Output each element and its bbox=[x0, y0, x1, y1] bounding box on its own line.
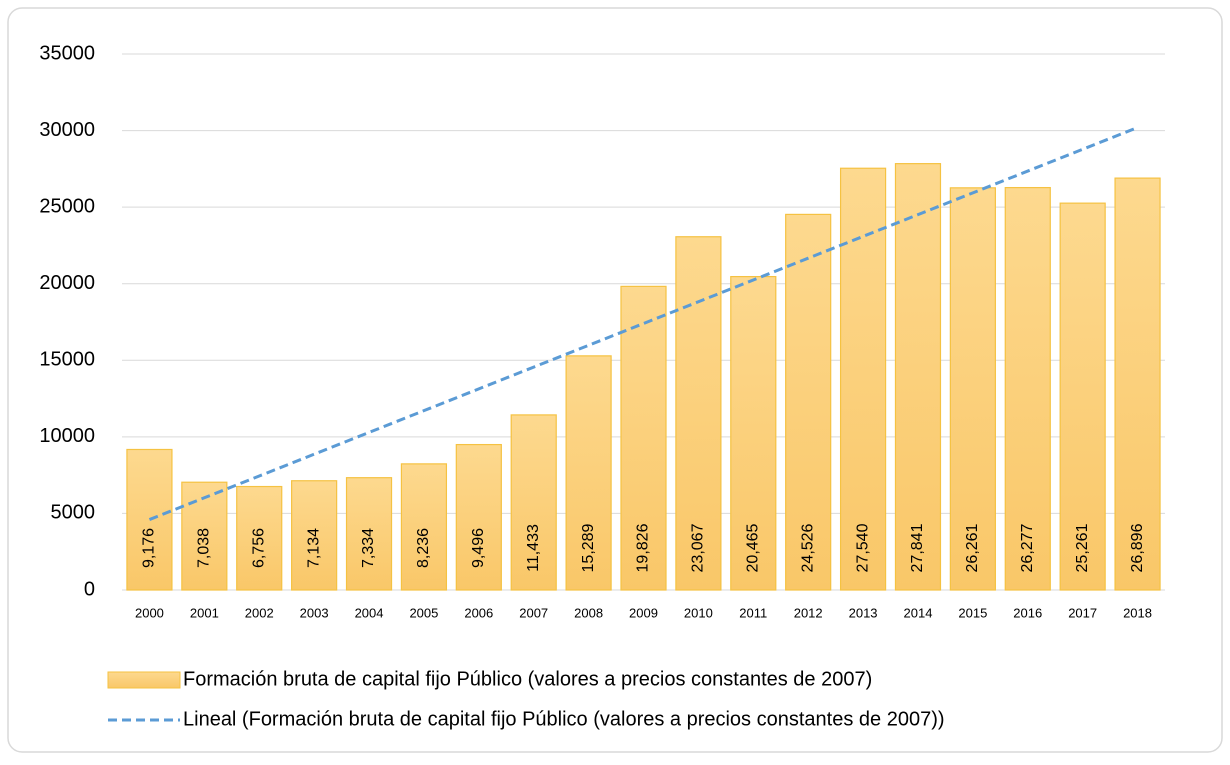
x-tick-label: 2003 bbox=[300, 605, 329, 620]
data-label: 27,540 bbox=[854, 523, 871, 572]
bar bbox=[839, 167, 887, 591]
bar bbox=[126, 448, 173, 591]
data-label: 23,067 bbox=[690, 523, 707, 572]
x-tick-label: 2008 bbox=[574, 605, 603, 620]
data-label: 20,465 bbox=[745, 523, 762, 572]
x-tick-label: 2014 bbox=[904, 605, 933, 620]
data-label: 6,756 bbox=[250, 528, 267, 568]
bar bbox=[565, 355, 612, 591]
x-tick-label: 2005 bbox=[409, 605, 438, 620]
data-label: 15,289 bbox=[580, 523, 597, 572]
bar bbox=[345, 477, 393, 591]
data-label: 26,277 bbox=[1019, 523, 1036, 572]
y-tick-label: 35000 bbox=[39, 42, 95, 64]
bar bbox=[785, 213, 832, 591]
x-tick-label: 2007 bbox=[519, 605, 548, 620]
legend-label: Lineal (Formación bruta de capital fijo … bbox=[183, 708, 945, 730]
y-tick-label: 5000 bbox=[51, 502, 96, 524]
data-label: 26,896 bbox=[1129, 523, 1146, 572]
x-tick-label: 2013 bbox=[849, 605, 878, 620]
bar bbox=[1059, 202, 1106, 591]
y-tick-label: 20000 bbox=[39, 272, 95, 294]
trend-line bbox=[148, 126, 1139, 521]
bar bbox=[455, 443, 502, 591]
legend-swatch bbox=[107, 671, 181, 689]
data-label: 25,261 bbox=[1074, 523, 1091, 572]
x-tick-label: 2010 bbox=[684, 605, 713, 620]
bar bbox=[949, 187, 996, 591]
y-tick-label: 15000 bbox=[39, 349, 95, 371]
bar bbox=[894, 163, 942, 591]
x-tick-label: 2012 bbox=[794, 605, 823, 620]
x-tick-label: 2000 bbox=[135, 605, 164, 620]
bar bbox=[510, 414, 557, 591]
bar bbox=[291, 480, 338, 591]
data-label: 19,826 bbox=[635, 523, 652, 572]
bar bbox=[1114, 177, 1161, 591]
data-label: 7,134 bbox=[305, 528, 322, 568]
data-label: 24,526 bbox=[799, 523, 816, 572]
data-label: 7,038 bbox=[196, 528, 213, 568]
x-tick-label: 2016 bbox=[1013, 605, 1042, 620]
x-tick-label: 2011 bbox=[739, 605, 767, 620]
data-label: 9,496 bbox=[470, 528, 487, 568]
data-label: 7,334 bbox=[360, 528, 377, 568]
bar bbox=[620, 285, 667, 591]
x-tick-label: 2017 bbox=[1068, 605, 1097, 620]
data-label: 26,261 bbox=[964, 523, 981, 572]
data-label: 27,841 bbox=[909, 523, 926, 572]
bar bbox=[236, 485, 283, 591]
data-label: 11,433 bbox=[525, 524, 542, 572]
bar bbox=[1004, 186, 1051, 591]
x-tick-label: 2001 bbox=[190, 605, 219, 620]
x-tick-label: 2015 bbox=[958, 605, 987, 620]
y-tick-label: 0 bbox=[84, 578, 95, 600]
legend-label: Formación bruta de capital fijo Público … bbox=[183, 668, 872, 690]
data-label: 8,236 bbox=[415, 528, 432, 568]
y-tick-label: 10000 bbox=[39, 425, 95, 447]
y-tick-label: 30000 bbox=[39, 119, 95, 141]
x-tick-label: 2006 bbox=[464, 605, 493, 620]
x-tick-label: 2018 bbox=[1123, 605, 1152, 620]
data-label: 9,176 bbox=[141, 528, 158, 568]
bar bbox=[181, 481, 228, 591]
x-tick-label: 2004 bbox=[355, 605, 384, 620]
y-tick-label: 25000 bbox=[39, 195, 95, 217]
x-tick-label: 2009 bbox=[629, 605, 658, 620]
x-tick-label: 2002 bbox=[245, 605, 274, 620]
bar bbox=[730, 275, 777, 591]
bar bbox=[400, 463, 448, 591]
